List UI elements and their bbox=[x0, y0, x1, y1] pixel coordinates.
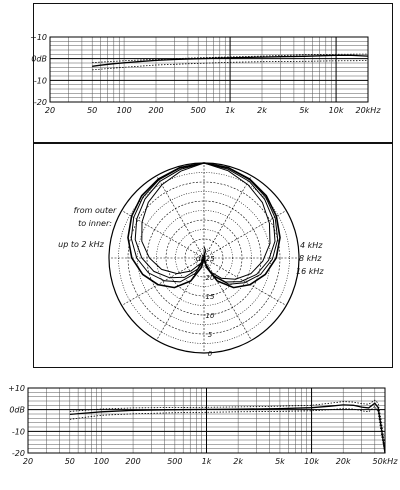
x-tick-label: 20k bbox=[336, 457, 351, 466]
y-tick-label: 0dB bbox=[9, 406, 25, 415]
tolerance-curve bbox=[69, 405, 386, 454]
x-tick-label: 100 bbox=[94, 457, 109, 466]
x-tick-label: 1k bbox=[202, 457, 212, 466]
x-tick-label: 200 bbox=[125, 457, 140, 466]
plot-frame bbox=[27, 387, 386, 454]
x-tick-label: 10k bbox=[304, 457, 319, 466]
y-tick-label: -10 bbox=[12, 427, 25, 436]
x-tick-label: 5k bbox=[275, 457, 285, 466]
x-tick-label: 500 bbox=[167, 457, 182, 466]
x-tick-label: 2k bbox=[233, 457, 243, 466]
panel-frequency-response-top bbox=[33, 3, 393, 143]
panel-polar-pattern bbox=[33, 143, 393, 368]
y-tick-label: +10 bbox=[8, 384, 25, 393]
x-tick-label: 50 bbox=[65, 457, 75, 466]
response-curve bbox=[69, 402, 386, 454]
y-tick-label: -20 bbox=[12, 449, 25, 458]
tolerance-curve bbox=[69, 399, 386, 447]
x-tick-label: 20 bbox=[23, 457, 33, 466]
x-tick-label: 50kHz bbox=[372, 457, 398, 466]
